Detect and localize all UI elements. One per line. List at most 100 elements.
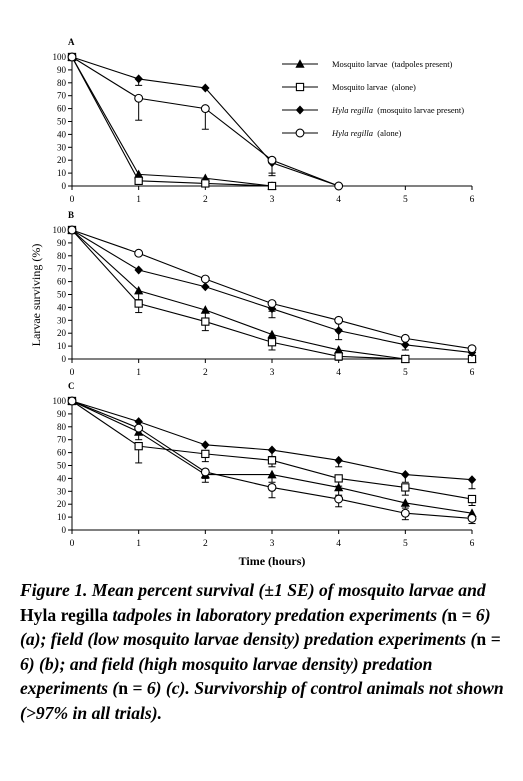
diamond-marker: [295, 105, 305, 115]
x-tick-label: 4: [336, 368, 341, 378]
series-line: [71, 56, 273, 187]
series-line: [71, 56, 273, 187]
figure-caption: Figure 1. Mean percent survival (±1 SE) …: [20, 578, 510, 726]
circle-marker: [467, 513, 477, 523]
circle-marker: [134, 93, 144, 103]
diamond-marker: [467, 475, 477, 485]
series: [67, 225, 477, 364]
triangle-marker: [134, 285, 144, 295]
triangle-marker: [267, 329, 277, 339]
square-marker: [267, 456, 277, 465]
legend-label-text: (alone): [373, 128, 401, 138]
circle-marker: [200, 467, 210, 477]
caption-part: Figure 1. Mean percent survival (: [20, 580, 265, 600]
y-tick-label: 10: [57, 341, 67, 351]
series: [67, 225, 477, 354]
circle-marker: [400, 333, 410, 343]
x-tick-label: 6: [470, 539, 475, 549]
circle-marker: [67, 52, 77, 62]
legend-item: Mosquito larvae (tadpoles present): [282, 59, 453, 69]
caption-n: n: [447, 604, 458, 625]
circle-marker: [200, 104, 210, 114]
x-tick-label: 1: [136, 368, 141, 378]
panel-label: B: [68, 210, 74, 220]
square-marker: [467, 494, 477, 504]
triangle-marker: [200, 305, 210, 314]
x-tick-label: 0: [70, 195, 75, 205]
x-tick-label: 3: [270, 368, 275, 378]
x-tick-label: 4: [336, 195, 341, 205]
circle-marker: [134, 423, 144, 433]
triangle-marker: [400, 498, 410, 507]
y-tick-label: 40: [57, 473, 67, 483]
caption-part: tadpoles in laboratory predation experim…: [108, 604, 448, 625]
y-tick-label: 0: [62, 354, 67, 364]
square-marker: [134, 299, 143, 308]
y-tick-label: 90: [57, 238, 67, 248]
caption-species: Hyla regilla: [20, 604, 109, 625]
diamond-marker: [201, 440, 210, 450]
circle-marker: [67, 396, 77, 406]
triangle-marker: [334, 345, 344, 354]
x-tick-label: 4: [336, 539, 341, 549]
diamond-marker: [334, 455, 343, 465]
caption-n: n: [476, 629, 487, 650]
caption-part: = 6) (b); and field (high mosquito larva…: [20, 629, 501, 699]
square-marker: [401, 354, 410, 364]
x-tick-label: 2: [203, 368, 208, 378]
y-tick-label: 100: [53, 396, 67, 406]
x-tick-label: 3: [270, 195, 275, 205]
y-tick-label: 90: [57, 409, 67, 419]
x-tick-label: 5: [403, 195, 408, 205]
panel-label: C: [68, 381, 75, 391]
legend: Mosquito larvae (tadpoles present) Mosqui…: [282, 59, 464, 138]
y-tick-label: 100: [53, 52, 67, 62]
series: [67, 52, 277, 190]
y-tick-label: 60: [57, 448, 67, 458]
x-tick-label: 0: [70, 539, 75, 549]
square-marker: [134, 441, 143, 451]
diamond-marker: [267, 445, 277, 455]
square-marker: [134, 176, 143, 185]
caption-part: 1 SE) of mosquito larvae and: [274, 580, 486, 600]
x-axis-label: Time (hours): [239, 554, 306, 568]
y-tick-label: 70: [57, 91, 67, 101]
panel-c: C 0 10 20 30 40 50 60 70 80 90 100 0 1 2 3 4 5 6: [53, 381, 477, 549]
x-tick-label: 1: [136, 195, 141, 205]
y-axis-label: Larvae surviving (%): [29, 244, 43, 347]
diamond-marker: [134, 265, 143, 275]
x-tick-label: 1: [136, 539, 141, 549]
legend-label-species: Hyla regilla: [331, 105, 373, 115]
square-marker: [334, 352, 343, 361]
caption-n: n: [118, 678, 129, 699]
y-tick-label: 90: [57, 65, 67, 75]
y-tick-label: 100: [53, 225, 67, 235]
circle-marker: [400, 508, 410, 518]
y-tick-label: 20: [57, 499, 67, 509]
square-marker: [267, 181, 277, 191]
legend-item: Hyla regilla (mosquito larvae present): [282, 105, 464, 115]
circle-marker: [334, 315, 344, 325]
y-tick-label: 80: [57, 251, 67, 261]
circle-marker: [200, 274, 210, 284]
circle-marker: [334, 181, 344, 191]
series: [67, 396, 477, 525]
legend-label-text: Mosquito larvae (tadpoles present): [332, 59, 453, 69]
legend-label-text: (mosquito larvae present): [373, 105, 464, 115]
y-tick-label: 30: [57, 315, 67, 325]
y-tick-label: 30: [57, 142, 67, 152]
caption-part: = 6) (c). Survivorship of control animal…: [20, 678, 504, 723]
square-marker: [401, 483, 410, 492]
y-tick-label: 40: [57, 302, 67, 312]
series-line: [71, 400, 473, 481]
y-tick-label: 50: [57, 461, 67, 471]
square-marker: [334, 474, 343, 483]
caption-plus-minus: ±: [264, 580, 275, 600]
triangle-marker: [295, 59, 305, 68]
y-tick-label: 0: [62, 525, 67, 535]
legend-label-species: Hyla regilla: [331, 128, 373, 138]
diamond-marker: [334, 326, 343, 336]
y-tick-label: 60: [57, 104, 67, 114]
circle-marker: [134, 248, 144, 258]
y-tick-label: 10: [57, 512, 67, 522]
